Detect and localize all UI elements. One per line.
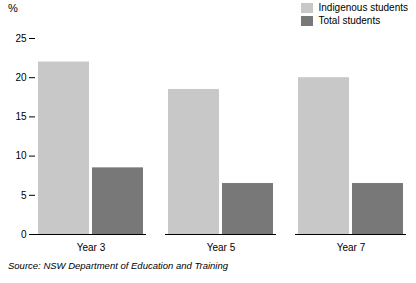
svg-text:25: 25: [15, 33, 27, 44]
svg-text:Year 3: Year 3: [77, 242, 106, 253]
svg-text:15: 15: [15, 111, 27, 122]
svg-text:10: 10: [15, 150, 27, 161]
svg-text:0: 0: [21, 229, 27, 240]
svg-text:5: 5: [21, 190, 27, 201]
html-text:Source: NSW Department of Educ: Source: NSW Department of Education and …: [8, 260, 228, 271]
svg-text:20: 20: [15, 72, 27, 83]
svg-text:Year 7: Year 7: [337, 242, 366, 253]
html-text:Indigenous students: Indigenous students: [318, 2, 408, 13]
html-text:Total students: Total students: [318, 15, 381, 26]
svg-text:Year 5: Year 5: [207, 242, 236, 253]
